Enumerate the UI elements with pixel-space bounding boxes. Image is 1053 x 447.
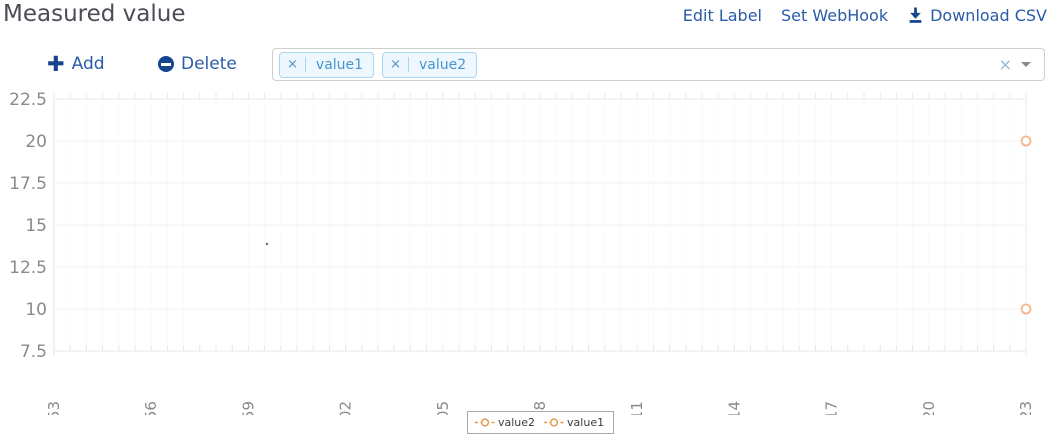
clear-selection-icon[interactable]: × bbox=[998, 55, 1012, 74]
svg-text:7.5: 7.5 bbox=[20, 342, 47, 362]
legend-label: value1 bbox=[567, 416, 605, 429]
header-actions: Edit Label Set WebHook Download CSV bbox=[683, 6, 1047, 25]
selected-tag-value2: × value2 bbox=[382, 51, 478, 78]
data-point-value2 bbox=[1020, 135, 1032, 147]
legend-label: value2 bbox=[498, 416, 536, 429]
svg-text:11:05: 11:05 bbox=[434, 401, 452, 415]
tag-label: value2 bbox=[418, 56, 467, 73]
svg-text:11:23: 11:23 bbox=[1017, 401, 1035, 415]
legend-entry-value2: value2 bbox=[475, 416, 535, 429]
download-csv-text: Download CSV bbox=[930, 6, 1047, 25]
svg-text:11:20: 11:20 bbox=[920, 401, 938, 415]
svg-text:10: 10 bbox=[25, 300, 47, 320]
download-icon bbox=[907, 7, 924, 24]
set-webhook-link[interactable]: Set WebHook bbox=[781, 6, 888, 25]
legend-marker-icon bbox=[475, 418, 495, 427]
selected-tag-value1: × value1 bbox=[279, 51, 375, 78]
set-webhook-text: Set WebHook bbox=[780, 6, 889, 25]
svg-text:15: 15 bbox=[25, 216, 47, 236]
chart-canvas: 7.5 10 12.5 15 17.5 20 22.5 10:53 10:56 10:59 11:0… bbox=[9, 90, 1035, 415]
svg-text:11:17: 11:17 bbox=[823, 401, 841, 415]
svg-text:20: 20 bbox=[25, 132, 47, 152]
svg-text:17.5: 17.5 bbox=[9, 174, 47, 194]
remove-tag-icon[interactable]: × bbox=[280, 57, 306, 72]
svg-text:11:14: 11:14 bbox=[725, 401, 743, 415]
plus-icon: ✚ bbox=[47, 52, 65, 76]
svg-text:12.5: 12.5 bbox=[9, 258, 47, 278]
edit-label-link[interactable]: Edit Label bbox=[683, 6, 762, 25]
download-csv-link[interactable]: Download CSV bbox=[907, 6, 1047, 25]
svg-text:10:56: 10:56 bbox=[142, 401, 160, 415]
add-button[interactable]: ✚ Add bbox=[47, 52, 105, 76]
add-button-label: Add bbox=[71, 54, 105, 74]
svg-text:22.5: 22.5 bbox=[9, 90, 47, 110]
data-point-value1 bbox=[1020, 303, 1032, 315]
svg-text:10:59: 10:59 bbox=[239, 401, 257, 415]
svg-text:10:53: 10:53 bbox=[45, 401, 63, 415]
minus-circle-icon bbox=[158, 56, 174, 72]
dropdown-caret-icon[interactable] bbox=[1021, 62, 1031, 67]
svg-text:11:02: 11:02 bbox=[337, 401, 355, 415]
legend-marker-icon bbox=[544, 418, 565, 427]
tag-label: value1 bbox=[315, 56, 364, 73]
legend-entry-value1: value1 bbox=[544, 416, 604, 429]
remove-tag-icon[interactable]: × bbox=[383, 57, 409, 72]
channel-multiselect[interactable]: × value1 × value2 × bbox=[272, 48, 1045, 81]
delete-button[interactable]: Delete bbox=[158, 54, 237, 74]
delete-button-label: Delete bbox=[181, 54, 237, 74]
page-title: Measured value bbox=[3, 1, 186, 27]
svg-text:11:11: 11:11 bbox=[628, 401, 646, 415]
chart-legend: value2 value1 bbox=[467, 411, 615, 434]
edit-label-text: Edit Label bbox=[682, 6, 762, 25]
